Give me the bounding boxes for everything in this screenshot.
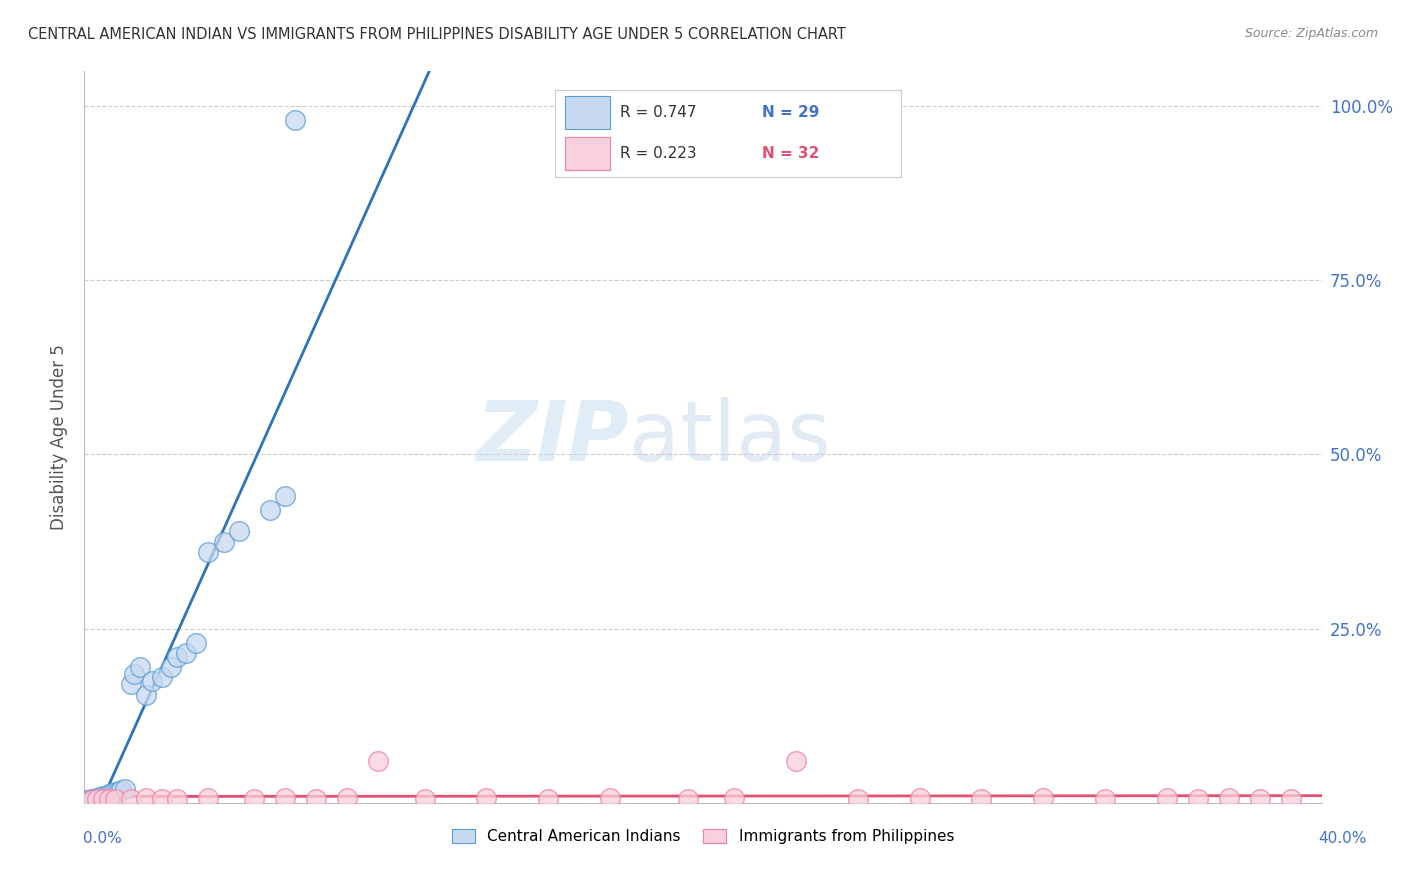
Point xyxy=(176,646,198,660)
Point xyxy=(79,793,101,807)
Point xyxy=(475,791,498,805)
Point xyxy=(908,791,931,805)
Point xyxy=(184,635,207,649)
Point xyxy=(305,791,328,805)
Point xyxy=(676,791,699,805)
Point xyxy=(284,113,307,128)
Text: CENTRAL AMERICAN INDIAN VS IMMIGRANTS FROM PHILIPPINES DISABILITY AGE UNDER 5 CO: CENTRAL AMERICAN INDIAN VS IMMIGRANTS FR… xyxy=(28,27,846,42)
Point xyxy=(110,783,132,797)
Point xyxy=(86,791,108,805)
Point xyxy=(114,781,136,796)
Text: Source: ZipAtlas.com: Source: ZipAtlas.com xyxy=(1244,27,1378,40)
Point xyxy=(94,789,117,803)
Point xyxy=(259,503,281,517)
Point xyxy=(228,524,250,538)
Text: ZIP: ZIP xyxy=(477,397,628,477)
Point xyxy=(107,785,129,799)
Point xyxy=(122,667,145,681)
Point xyxy=(104,791,127,805)
Point xyxy=(86,792,108,806)
Point xyxy=(98,788,121,802)
Legend: Central American Indians, Immigrants from Philippines: Central American Indians, Immigrants fro… xyxy=(446,822,960,850)
Point xyxy=(1156,791,1178,805)
Point xyxy=(104,785,127,799)
Point xyxy=(336,791,359,805)
Point xyxy=(1249,791,1271,805)
Point xyxy=(120,677,142,691)
Point xyxy=(723,791,745,805)
Y-axis label: Disability Age Under 5: Disability Age Under 5 xyxy=(49,344,67,530)
Point xyxy=(197,545,219,559)
Point xyxy=(970,791,993,805)
Point xyxy=(1187,791,1209,805)
Point xyxy=(846,791,869,805)
Point xyxy=(1094,791,1116,805)
Point xyxy=(76,793,98,807)
Point xyxy=(135,688,157,702)
Point xyxy=(91,789,114,803)
Point xyxy=(599,791,621,805)
Text: atlas: atlas xyxy=(628,397,831,477)
Point xyxy=(212,534,235,549)
Point xyxy=(785,754,807,768)
Point xyxy=(129,660,152,674)
Point xyxy=(166,792,188,806)
Point xyxy=(367,754,389,768)
Point xyxy=(413,791,436,805)
Text: 0.0%: 0.0% xyxy=(83,831,122,846)
Point xyxy=(274,489,297,503)
Point xyxy=(1279,791,1302,805)
Point xyxy=(150,670,173,684)
Text: 40.0%: 40.0% xyxy=(1319,831,1367,846)
Point xyxy=(1218,791,1240,805)
Point xyxy=(160,660,183,674)
Point xyxy=(83,791,105,805)
Point xyxy=(79,792,101,806)
Point xyxy=(101,786,124,800)
Point xyxy=(166,649,188,664)
Point xyxy=(274,791,297,805)
Point xyxy=(135,791,157,805)
Point xyxy=(537,791,560,805)
Point xyxy=(141,673,163,688)
Point xyxy=(1032,791,1054,805)
Point xyxy=(120,791,142,805)
Point xyxy=(197,791,219,805)
Point xyxy=(243,791,266,805)
Point xyxy=(150,791,173,805)
Point xyxy=(89,790,111,805)
Point xyxy=(91,791,114,805)
Point xyxy=(98,792,121,806)
